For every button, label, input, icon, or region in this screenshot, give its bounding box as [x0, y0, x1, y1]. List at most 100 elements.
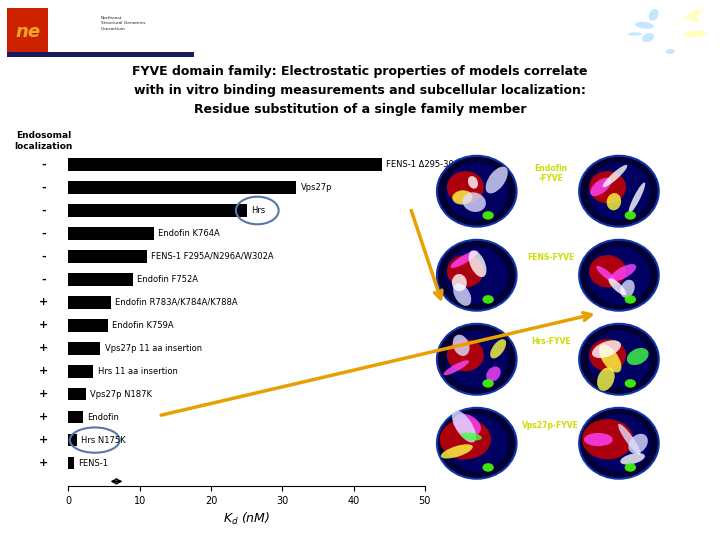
Text: Northeast
Structural Genomics
Consortium: Northeast Structural Genomics Consortium [101, 16, 145, 31]
Text: N175K: N175K [538, 377, 563, 386]
Text: -: - [41, 252, 46, 261]
Ellipse shape [642, 33, 654, 42]
Text: SG: SG [50, 22, 84, 42]
Ellipse shape [451, 251, 478, 268]
Ellipse shape [584, 433, 613, 446]
Bar [68, 457, 74, 469]
Ellipse shape [486, 367, 500, 382]
Bar [7, 8, 48, 57]
Ellipse shape [684, 31, 707, 37]
Ellipse shape [685, 10, 702, 19]
Ellipse shape [482, 295, 494, 303]
Text: Δ298,306: Δ298,306 [532, 293, 569, 302]
Ellipse shape [628, 32, 642, 36]
Ellipse shape [608, 278, 626, 295]
Ellipse shape [447, 255, 484, 287]
Text: Hrs: Hrs [251, 206, 265, 215]
Ellipse shape [592, 340, 621, 358]
Bar [7, 52, 194, 57]
Text: Vps27p N187K: Vps27p N187K [91, 390, 153, 399]
Ellipse shape [579, 156, 659, 227]
Text: -: - [41, 274, 46, 285]
Ellipse shape [447, 339, 484, 372]
Ellipse shape [446, 162, 508, 220]
Text: FYVE domain family: Electrostatic properties of models correlate: FYVE domain family: Electrostatic proper… [132, 65, 588, 78]
Ellipse shape [620, 453, 645, 464]
Text: Vps27p-FYVE: Vps27p-FYVE [522, 421, 579, 430]
Bar [68, 250, 147, 263]
Ellipse shape [468, 176, 478, 188]
Ellipse shape [469, 251, 487, 277]
Ellipse shape [589, 339, 626, 372]
Ellipse shape [482, 463, 494, 472]
Ellipse shape [625, 379, 636, 388]
Ellipse shape [446, 246, 508, 304]
Ellipse shape [486, 167, 508, 193]
Ellipse shape [440, 419, 491, 460]
Ellipse shape [635, 22, 654, 29]
Ellipse shape [437, 324, 516, 395]
Ellipse shape [629, 183, 645, 213]
Ellipse shape [625, 295, 636, 303]
Text: +: + [39, 435, 48, 445]
Text: +: + [39, 320, 48, 330]
Text: Endofin F752A: Endofin F752A [137, 275, 198, 284]
Ellipse shape [627, 348, 649, 365]
Bar [68, 319, 107, 332]
Bar [68, 388, 86, 401]
Ellipse shape [607, 193, 621, 211]
Ellipse shape [582, 419, 633, 460]
Ellipse shape [482, 211, 494, 220]
Text: Vps27p: Vps27p [301, 183, 332, 192]
Bar [68, 296, 111, 309]
Bar [68, 181, 297, 194]
Text: +: + [39, 298, 48, 307]
Ellipse shape [446, 330, 508, 388]
Ellipse shape [579, 324, 659, 395]
Text: -: - [41, 228, 46, 239]
Ellipse shape [462, 192, 486, 212]
Text: +: + [39, 389, 48, 399]
Text: with in vitro binding measurements and subcellular localization:: with in vitro binding measurements and s… [134, 84, 586, 97]
Text: +: + [39, 458, 48, 468]
Bar [68, 342, 101, 355]
Ellipse shape [588, 246, 650, 304]
Text: +: + [39, 412, 48, 422]
Text: +: + [39, 366, 48, 376]
Ellipse shape [588, 414, 650, 472]
Ellipse shape [490, 339, 506, 359]
Ellipse shape [649, 9, 659, 21]
Ellipse shape [441, 444, 473, 458]
Ellipse shape [453, 335, 469, 356]
Ellipse shape [599, 345, 621, 373]
Text: Endofin K764A: Endofin K764A [158, 229, 220, 238]
Ellipse shape [665, 49, 675, 54]
Bar [68, 434, 77, 447]
Ellipse shape [452, 410, 476, 442]
Ellipse shape [625, 463, 636, 472]
Ellipse shape [588, 330, 650, 388]
Ellipse shape [625, 211, 636, 220]
Ellipse shape [691, 16, 698, 23]
Text: ne: ne [15, 23, 40, 40]
Bar [68, 411, 83, 423]
Text: Endofin
-FYVE: Endofin -FYVE [534, 164, 567, 183]
Bar [68, 273, 132, 286]
Ellipse shape [437, 156, 516, 227]
Ellipse shape [588, 162, 650, 220]
X-axis label: $K_d$ (nM): $K_d$ (nM) [223, 511, 270, 528]
Text: FENS-1 Δ295-300: FENS-1 Δ295-300 [387, 160, 459, 169]
Ellipse shape [444, 360, 469, 375]
Text: FENS-1 F295A/N296A/W302A: FENS-1 F295A/N296A/W302A [151, 252, 274, 261]
Ellipse shape [447, 171, 484, 204]
Text: Endofin K759A: Endofin K759A [112, 321, 174, 330]
Text: Hrs 11 aa insertion: Hrs 11 aa insertion [98, 367, 178, 376]
Text: -: - [41, 183, 46, 193]
Text: +: + [39, 343, 48, 353]
Ellipse shape [611, 264, 636, 281]
Ellipse shape [589, 171, 626, 204]
Text: Vps27p 11 aa insertion: Vps27p 11 aa insertion [104, 344, 202, 353]
Ellipse shape [482, 379, 494, 388]
Ellipse shape [461, 433, 482, 441]
Ellipse shape [621, 280, 635, 298]
